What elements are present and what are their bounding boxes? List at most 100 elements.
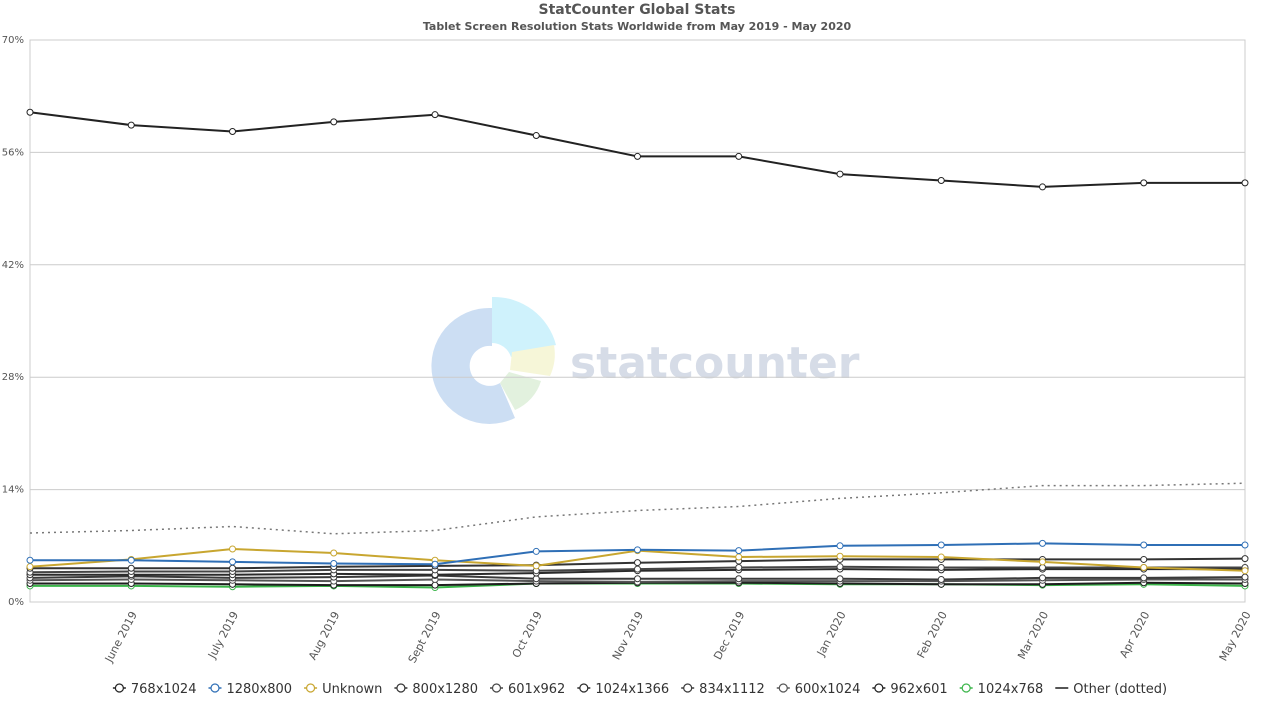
- logo-segment-blue: [431, 307, 515, 424]
- legend-marker-icon: [961, 683, 971, 693]
- x-tick-label: Jan 2020: [814, 609, 849, 659]
- data-point: [937, 177, 945, 184]
- series-line: [29, 482, 1246, 535]
- data-point: [634, 152, 641, 160]
- x-axis: June 2019 July 2019 Aug 2019 Sept 2019 Oct 2…: [102, 609, 1254, 665]
- y-tick-label: 56%: [2, 147, 24, 158]
- data-point: [634, 575, 641, 583]
- legend-item: 600x1024: [776, 682, 861, 697]
- data-point: [836, 542, 844, 550]
- legend-marker-icon: [114, 683, 124, 693]
- data-point: [1241, 541, 1249, 549]
- y-tick-label: 70%: [2, 35, 24, 46]
- x-tick-label: Oct 2019: [510, 609, 545, 660]
- plot-grid: [29, 39, 1246, 603]
- legend-item: 800x1280: [394, 682, 478, 697]
- data-point: [127, 556, 135, 564]
- legend-label: 1024x1366: [595, 682, 669, 697]
- legend-item: 834x1112: [681, 682, 765, 697]
- x-tick-label: Feb 2020: [914, 609, 949, 660]
- data-point: [26, 563, 34, 571]
- legend-label: 1280x800: [226, 682, 292, 697]
- data-point: [937, 553, 945, 561]
- x-tick-label: Mar 2020: [1015, 609, 1051, 661]
- x-tick-label: Sept 2019: [406, 609, 444, 665]
- data-point: [836, 563, 844, 571]
- data-point: [431, 111, 439, 119]
- legend-marker-icon: [491, 683, 502, 693]
- data-point: [127, 121, 135, 129]
- data-point: [330, 118, 338, 126]
- y-tick-label: 0%: [8, 597, 24, 608]
- x-tick-label: Nov 2019: [610, 609, 646, 662]
- legend-label: Other (dotted): [1073, 682, 1167, 697]
- legend-item: Unknown: [304, 682, 382, 697]
- data-point: [1140, 179, 1148, 187]
- x-tick-label: Aug 2019: [306, 609, 342, 662]
- y-tick-label: 14%: [2, 485, 24, 496]
- data-point: [836, 552, 844, 560]
- legend-label: 962x601: [890, 682, 947, 697]
- legend-marker-icon: [874, 683, 884, 693]
- legend-label: 600x1024: [795, 682, 861, 697]
- data-point: [532, 547, 540, 555]
- data-point: [735, 575, 743, 583]
- data-point: [1140, 541, 1148, 549]
- data-point: [1241, 179, 1249, 187]
- plot-frame: [29, 39, 1246, 603]
- data-point: [229, 128, 236, 136]
- legend-item: 1280x800: [208, 682, 292, 697]
- data-point: [1241, 567, 1249, 575]
- legend-label: 1024x768: [978, 682, 1044, 697]
- legend-label: 601x962: [508, 682, 565, 697]
- data-point: [1140, 574, 1148, 582]
- series-768x1024: [26, 108, 1249, 191]
- logo-segment-cyan: [492, 296, 556, 357]
- data-point: [1039, 539, 1046, 547]
- series-line: [29, 111, 1245, 188]
- legend-marker-icon: [396, 683, 406, 693]
- series-1280x800: [26, 539, 1249, 568]
- y-tick-label: 28%: [2, 372, 24, 383]
- data-point: [1039, 183, 1046, 191]
- chart-subtitle: Tablet Screen Resolution Stats Worldwide…: [423, 20, 852, 33]
- data-point: [1140, 563, 1148, 571]
- x-tick-label: Dec 2019: [711, 609, 747, 662]
- legend-label: Unknown: [322, 682, 382, 697]
- data-point: [26, 108, 34, 116]
- y-tick-label: 42%: [2, 260, 24, 271]
- logo-segment-yellow: [510, 345, 555, 376]
- legend-item: Other (dotted): [1055, 682, 1167, 697]
- data-point: [1140, 555, 1148, 563]
- legend-item: 768x1024: [112, 682, 197, 697]
- data-point: [735, 152, 743, 160]
- data-point: [1241, 573, 1249, 581]
- data-point: [937, 576, 945, 584]
- legend-marker-icon: [579, 683, 589, 693]
- data-point: [634, 546, 641, 554]
- legend-label: 800x1280: [412, 682, 478, 697]
- data-point: [836, 575, 844, 583]
- data-point: [937, 563, 945, 571]
- legend-label: 768x1024: [131, 682, 197, 697]
- data-point: [330, 559, 338, 567]
- legend-item: 601x962: [490, 682, 565, 697]
- data-point: [836, 170, 844, 178]
- x-tick-label: Apr 2020: [1117, 609, 1152, 660]
- logo-segment-green: [500, 372, 541, 410]
- legend-marker-icon: [210, 683, 220, 693]
- legend-item: 1024x1366: [577, 682, 669, 697]
- series-other-dotted-: [29, 482, 1246, 535]
- watermark-text: statcounter: [570, 338, 860, 389]
- legend-marker-icon: [778, 683, 788, 693]
- data-point: [229, 545, 236, 553]
- x-tick-label: June 2019: [102, 609, 140, 665]
- legend: 768x1024 1280x800 Unknown 800x1280 601x962 10…: [112, 682, 1167, 697]
- x-tick-label: May 2020: [1217, 609, 1254, 663]
- data-point: [735, 563, 743, 571]
- legend-item: 962x601: [872, 682, 948, 697]
- legend-marker-icon: [683, 683, 693, 693]
- data-point: [1039, 574, 1046, 582]
- data-point: [634, 559, 641, 567]
